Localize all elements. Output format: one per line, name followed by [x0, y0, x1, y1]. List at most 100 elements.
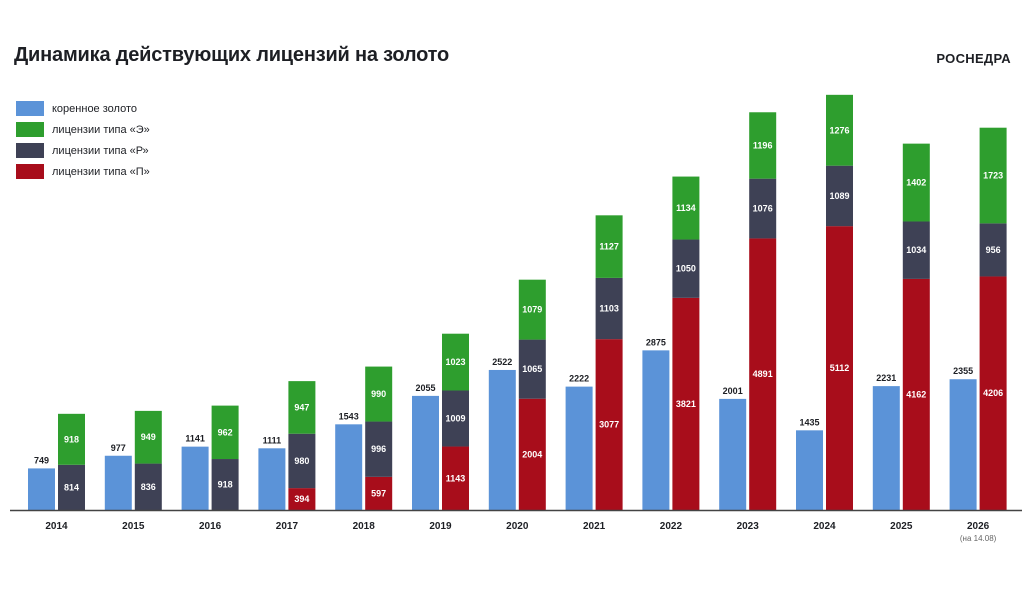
bar-korennoe-2023 — [719, 398, 747, 510]
value-label-r-2014: 814 — [64, 482, 79, 492]
value-label-r-2017: 980 — [294, 456, 309, 466]
value-label-e-2015: 949 — [141, 432, 156, 442]
value-label-korennoe-2016: 1141 — [185, 434, 205, 444]
value-label-korennoe-2018: 1543 — [339, 411, 359, 421]
bar-r-2022 — [672, 239, 700, 298]
x-tick-label-2024: 2024 — [813, 521, 836, 532]
value-label-r-2025: 1034 — [906, 245, 926, 255]
value-label-r-2023: 1076 — [753, 204, 773, 214]
brand-label: РОСНЕДРА — [936, 51, 1011, 66]
value-label-p-2024: 5112 — [830, 363, 850, 373]
value-label-korennoe-2020: 2522 — [492, 357, 512, 367]
value-label-r-2016: 918 — [218, 480, 233, 490]
bar-e-2026 — [979, 127, 1007, 224]
bar-e-2020 — [518, 279, 546, 340]
value-label-e-2021: 1127 — [599, 242, 619, 252]
bar-r-2025 — [902, 221, 930, 279]
bar-r-2018 — [365, 421, 393, 477]
value-label-korennoe-2019: 2055 — [415, 383, 435, 393]
legend-label-r: лицензии типа «Р» — [52, 144, 149, 157]
bar-r-2023 — [749, 178, 777, 239]
value-label-e-2026: 1723 — [983, 171, 1003, 181]
value-label-r-2026: 956 — [986, 245, 1001, 255]
value-label-p-2023: 4891 — [753, 369, 773, 379]
bar-korennoe-2022 — [642, 350, 670, 510]
bar-p-2025 — [902, 278, 930, 510]
x-tick-label-2015: 2015 — [122, 521, 145, 532]
value-label-p-2022: 3821 — [676, 399, 696, 409]
bar-e-2025 — [902, 143, 930, 222]
value-label-e-2019: 1023 — [445, 357, 465, 367]
bar-p-2024 — [826, 226, 853, 510]
value-label-e-2023: 1196 — [753, 140, 773, 150]
bar-e-2023 — [749, 112, 777, 179]
value-label-e-2014: 918 — [64, 434, 79, 444]
bar-r-2014 — [58, 464, 85, 510]
bar-r-2015 — [134, 463, 162, 510]
value-label-p-2021: 3077 — [599, 420, 619, 430]
bar-korennoe-2018 — [335, 424, 363, 510]
value-label-r-2018: 996 — [371, 444, 386, 454]
bar-e-2017 — [288, 381, 316, 434]
bar-r-2024 — [826, 165, 853, 227]
legend-label-e: лицензии типа «Э» — [52, 123, 150, 136]
legend-item-korennoe: коренное золото — [16, 98, 150, 119]
value-label-p-2017: 394 — [294, 494, 309, 504]
bar-e-2018 — [365, 366, 393, 422]
x-tick-note: (на 14.08) — [960, 534, 997, 543]
bar-korennoe-2017 — [258, 448, 286, 510]
value-label-korennoe-2026: 2355 — [953, 366, 973, 376]
chart-legend: коренное золото лицензии типа «Э» лиценз… — [16, 98, 150, 182]
value-label-r-2021: 1103 — [599, 304, 619, 314]
bar-e-2016 — [211, 405, 239, 460]
value-label-e-2022: 1134 — [676, 203, 696, 213]
x-tick-label-2021: 2021 — [583, 521, 606, 532]
bar-r-2016 — [211, 459, 239, 510]
x-tick-label-2019: 2019 — [429, 521, 452, 532]
value-label-korennoe-2022: 2875 — [646, 337, 666, 347]
value-label-r-2015: 836 — [141, 482, 156, 492]
bar-p-2023 — [749, 238, 777, 511]
value-label-korennoe-2017: 1111 — [263, 435, 282, 445]
value-label-r-2024: 1089 — [829, 191, 849, 201]
x-tick-label-2023: 2023 — [737, 521, 760, 532]
value-label-korennoe-2015: 977 — [111, 443, 126, 453]
value-label-e-2017: 947 — [294, 402, 309, 412]
value-label-e-2025: 1402 — [906, 178, 926, 188]
bar-r-2017 — [288, 433, 316, 489]
legend-item-e: лицензии типа «Э» — [16, 119, 150, 140]
x-tick-label-2016: 2016 — [199, 521, 222, 532]
x-tick-label-2014: 2014 — [45, 521, 68, 532]
bar-korennoe-2025 — [872, 386, 900, 510]
legend-swatch-p — [16, 164, 44, 179]
value-label-r-2022: 1050 — [676, 264, 696, 274]
value-label-e-2016: 962 — [218, 427, 233, 437]
x-tick-label-2022: 2022 — [660, 521, 683, 532]
bar-p-2020 — [518, 398, 546, 510]
x-tick-label-2020: 2020 — [506, 521, 529, 532]
chart-title: Динамика действующих лицензий на золото — [14, 44, 450, 66]
value-label-korennoe-2024: 1435 — [799, 417, 819, 427]
value-label-korennoe-2023: 2001 — [723, 386, 743, 396]
bar-korennoe-2016 — [181, 446, 209, 510]
bar-e-2024 — [826, 94, 853, 166]
value-label-e-2018: 990 — [371, 389, 386, 399]
bar-e-2015 — [134, 410, 162, 464]
x-tick-label-2018: 2018 — [353, 521, 376, 532]
bar-r-2026 — [979, 223, 1007, 277]
value-label-korennoe-2025: 2231 — [876, 373, 896, 383]
bar-r-2020 — [518, 339, 546, 399]
value-label-p-2025: 4162 — [906, 389, 926, 399]
value-label-p-2019: 1143 — [446, 473, 466, 483]
bar-e-2021 — [595, 215, 623, 278]
legend-item-p: лицензии типа «П» — [16, 161, 150, 182]
value-label-p-2026: 4206 — [983, 388, 1003, 398]
bar-p-2021 — [595, 339, 623, 510]
value-label-korennoe-2014: 749 — [34, 455, 49, 465]
value-label-e-2024: 1276 — [829, 125, 849, 135]
bar-p-2018 — [365, 476, 393, 510]
bar-e-2019 — [442, 333, 469, 391]
value-label-e-2020: 1079 — [522, 305, 542, 315]
legend-label-korennoe: коренное золото — [52, 102, 137, 115]
